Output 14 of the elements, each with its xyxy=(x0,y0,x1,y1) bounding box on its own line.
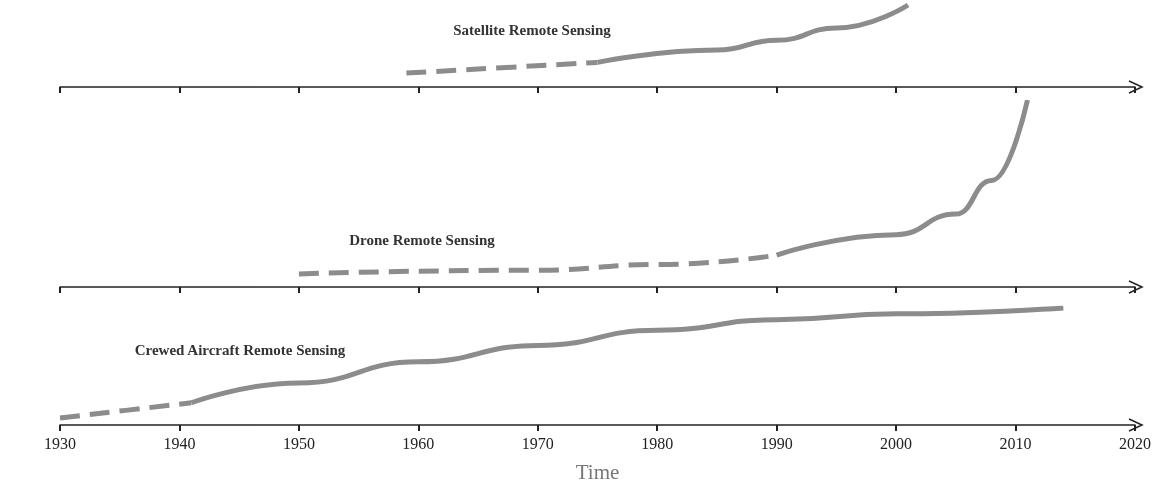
x-tick-label: 1970 xyxy=(521,434,554,452)
x-tick-label: 2010 xyxy=(999,434,1032,452)
x-tick-label: 2020 xyxy=(1119,434,1151,452)
x-tick-label: 2000 xyxy=(880,434,913,452)
annotation: Drone Remote Sensing xyxy=(349,232,496,248)
x-tick-label: 1950 xyxy=(282,434,315,452)
x-tick-label: 1980 xyxy=(641,434,674,452)
x-tick-label: 1930 xyxy=(44,434,76,452)
x-tick-label: 1990 xyxy=(760,434,793,452)
x-tick-label: 1940 xyxy=(163,434,196,452)
annotation: Satellite Remote Sensing xyxy=(453,22,612,38)
x-axis-title: Time xyxy=(575,459,620,484)
annotation: Crewed Aircraft Remote Sensing xyxy=(134,342,346,358)
x-tick-label: 1960 xyxy=(402,434,435,452)
